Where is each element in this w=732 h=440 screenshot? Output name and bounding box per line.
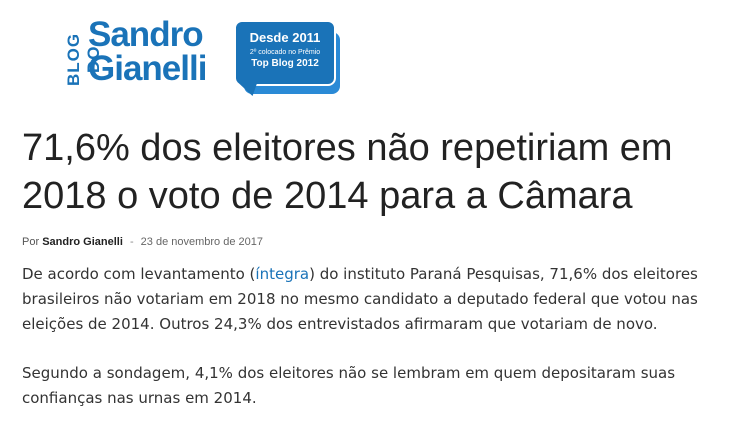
by-label: Por [22, 236, 40, 248]
p1-before-text: De acordo com levantamento ( [22, 265, 256, 283]
article-meta: Por Sandro Gianelli - 23 de novembro de … [22, 236, 263, 248]
speech-bubble-badge: Desde 2011 2º colocado no Prêmio Top Blo… [234, 20, 336, 86]
site-logo[interactable]: BLOG DO Sandro Gianelli Desde 2011 2º co… [64, 15, 344, 108]
logo-blog-do-text: BLOG DO [64, 32, 103, 86]
badge-subtitle: Top Blog 2012 [251, 58, 319, 69]
author-link[interactable]: Sandro Gianelli [42, 236, 123, 248]
badge-line: 2º colocado no Prêmio [249, 49, 321, 56]
logo-name-line2: Gianelli [88, 49, 207, 88]
paragraph-1: De acordo com levantamento (íntegra) do … [22, 262, 722, 337]
logo-name-line1: Sandro [88, 15, 204, 54]
logo-name: Sandro Gianelli [88, 15, 207, 88]
meta-separator: - [129, 236, 134, 248]
publish-date: 23 de novembro de 2017 [140, 236, 263, 248]
paragraph-2: Segundo a sondagem, 4,1% dos eleitores n… [22, 364, 676, 407]
badge-title: Desde 2011 [249, 30, 321, 45]
article-body: De acordo com levantamento (íntegra) do … [22, 262, 722, 435]
p1-after-text: ) do instituto Paraná Pesquisas, 71,6% d… [22, 265, 698, 333]
article-title[interactable]: 71,6% dos eleitores não repetiriam em 20… [22, 127, 673, 217]
integra-link[interactable]: íntegra [255, 265, 310, 283]
